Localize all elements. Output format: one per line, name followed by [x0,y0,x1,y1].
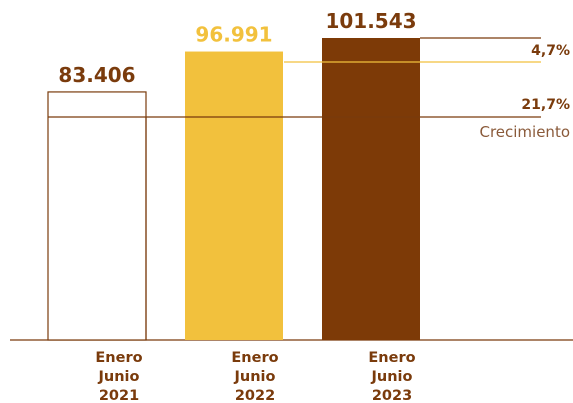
value-label-2022: 96.991 [195,23,272,47]
value-label-2021: 83.406 [58,63,135,87]
value-label-2023: 101.543 [325,9,416,33]
category-label-2022: Enero Junio 2022 [231,350,278,403]
bar-2021 [47,91,147,341]
growth-label-2023-vs-2022: 4,7% [531,43,570,59]
growth-label-2023-vs-2021: 21,7% [521,97,570,113]
bar-2022 [185,51,283,340]
growth-caption: Crecimiento [479,123,570,141]
category-label-2023: Enero Junio 2023 [368,350,415,403]
category-label-2021: Enero Junio 2021 [95,350,142,403]
bar-2023 [322,38,420,340]
